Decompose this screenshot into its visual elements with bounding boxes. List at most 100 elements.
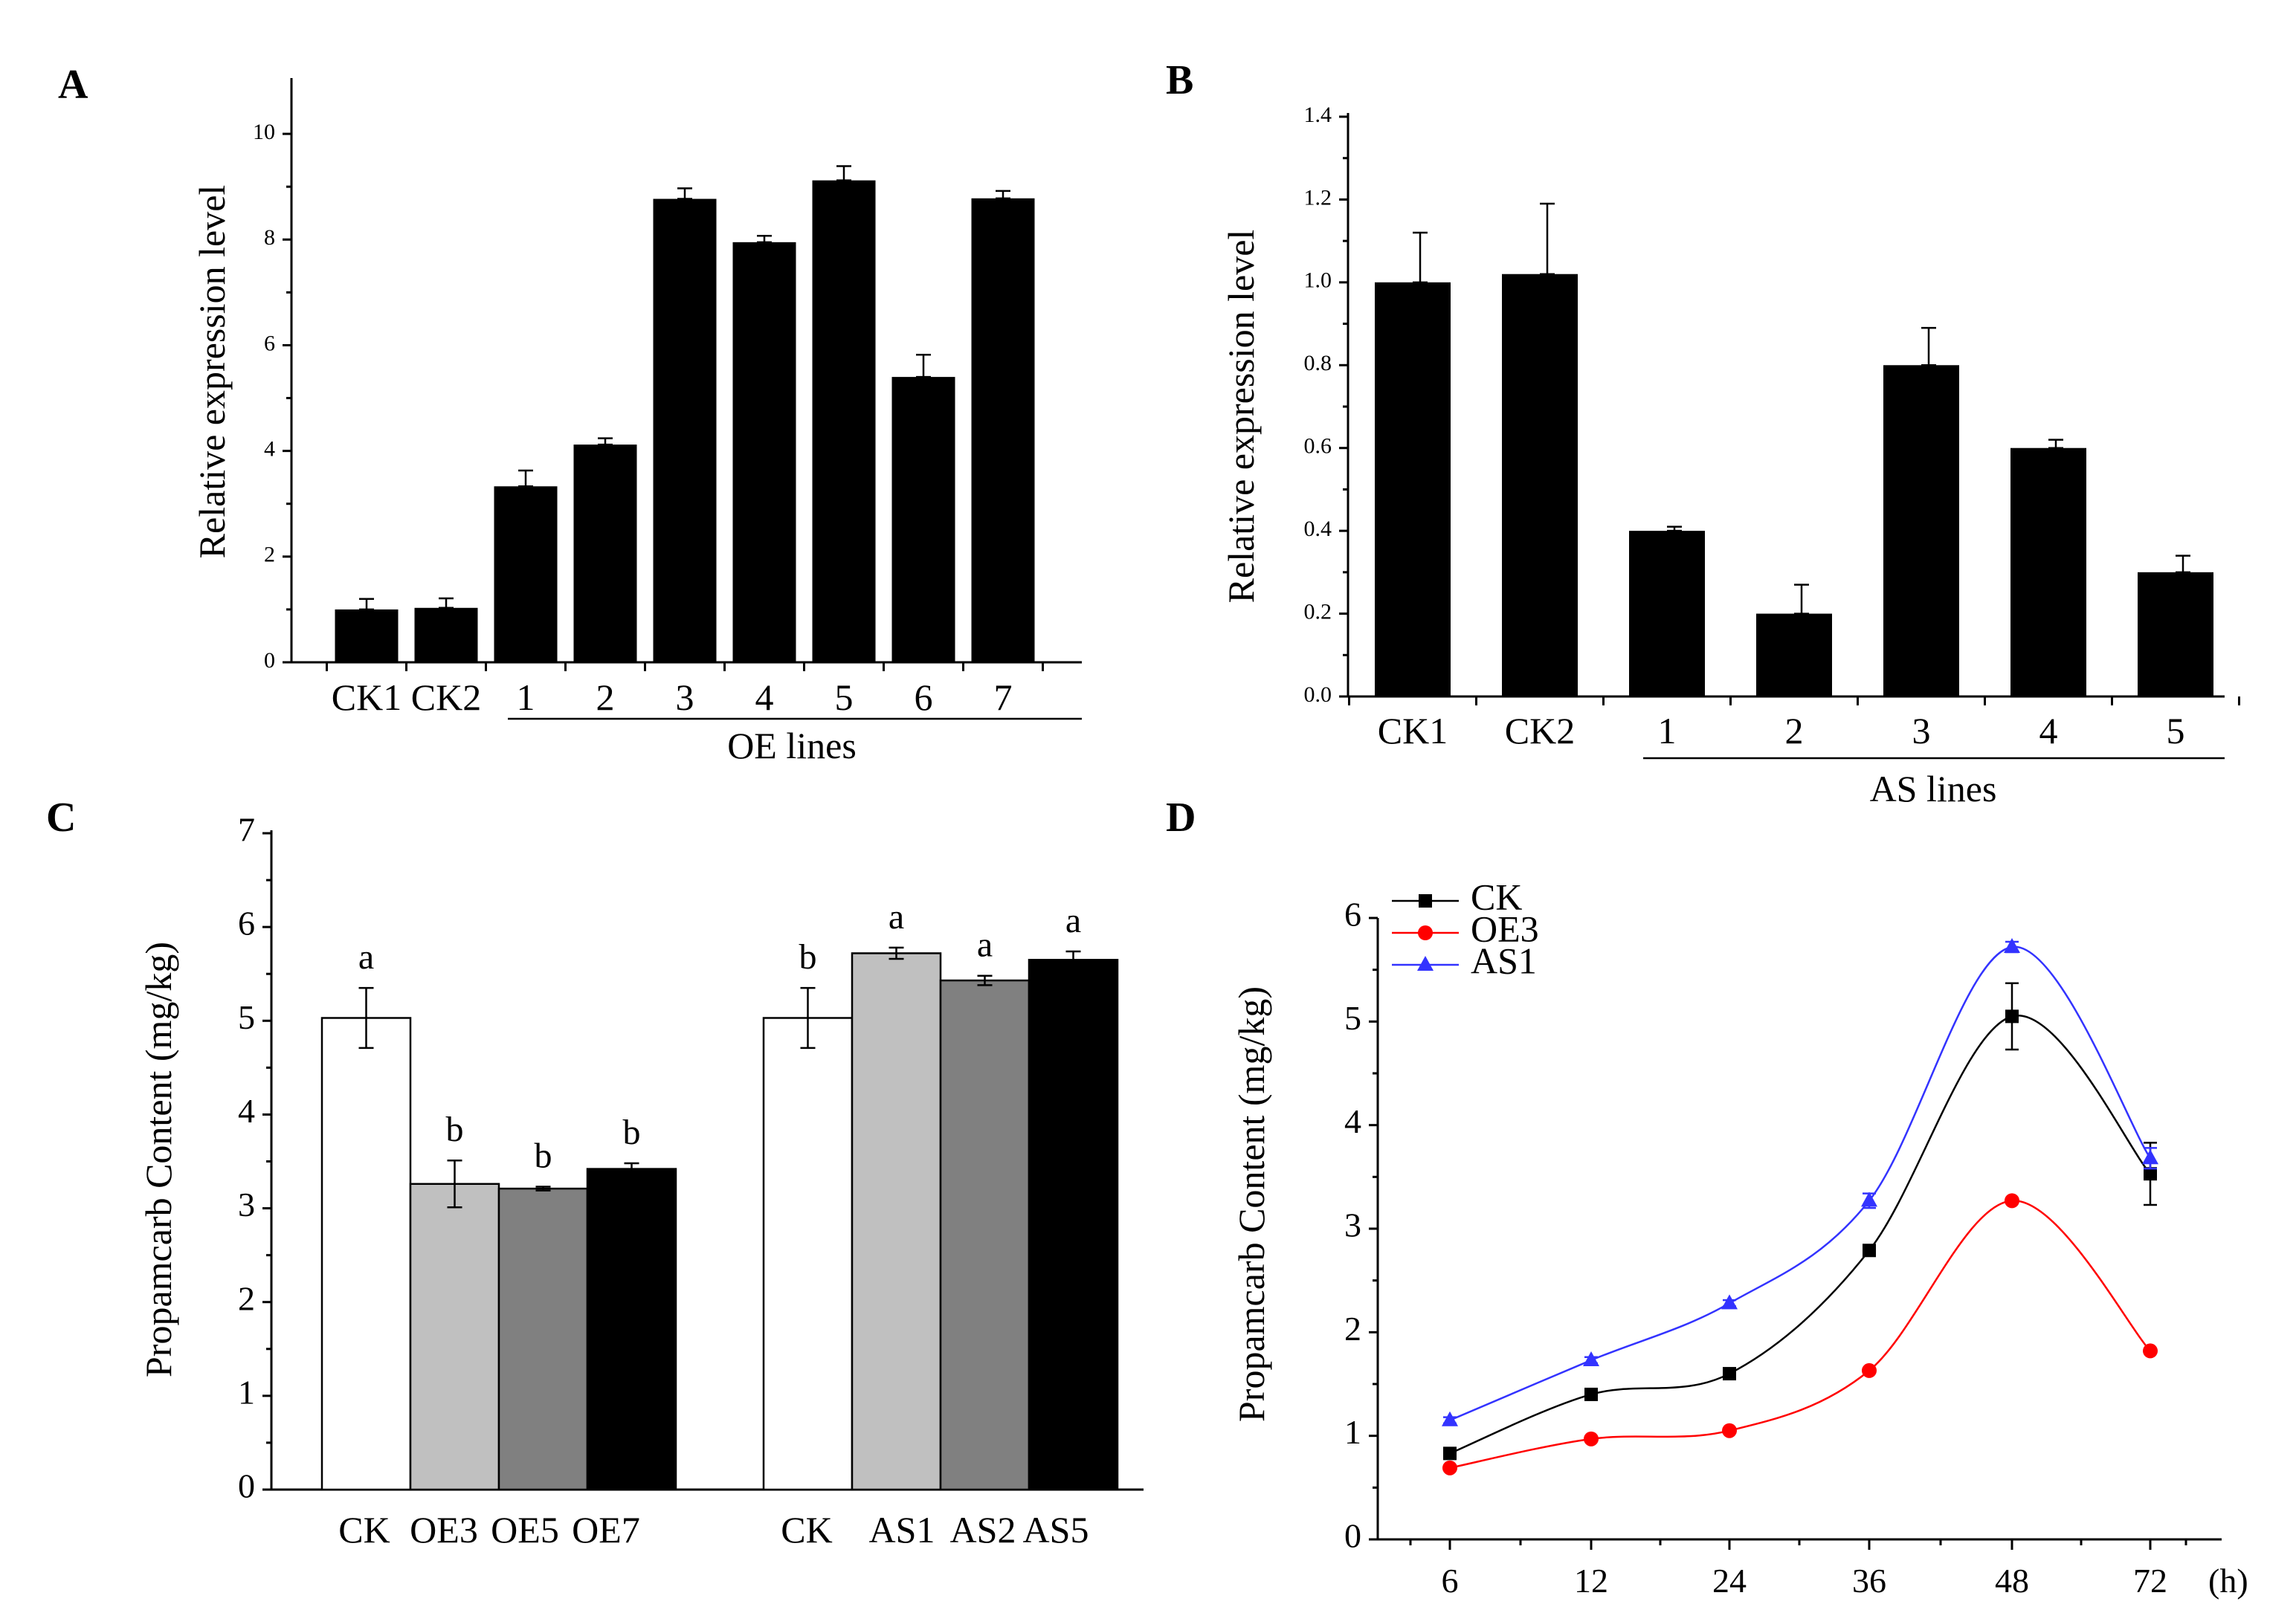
panel-d-series-ck-marker [1443,1446,1457,1461]
panel-a-x-tick-label: 6 [915,676,933,718]
panel-c-bar [409,1183,500,1491]
panel-d-series-as1-marker [1583,1351,1599,1366]
panel-letter-a: A [58,62,88,108]
panel-d-series-ck-legend-marker [1419,894,1432,908]
panel-a-bar [414,607,478,662]
panel-c-y-tick-label: 3 [238,1186,255,1223]
panel-c-x-tick-label: OE5 [491,1509,559,1551]
panel-b-x-tick-label: CK2 [1505,710,1575,751]
panel-a-bar [971,198,1035,663]
panel-a-y-axis-title: Relative expression level [191,185,233,559]
panel-a-bar [335,609,399,662]
panel-d-series-oe3-marker [1584,1431,1599,1446]
panel-c-bar [586,1168,677,1491]
panel-d-series-as1-legend-marker [1417,956,1434,971]
panel-d-x-tick-label: 6 [1442,1562,1459,1600]
panel-d-y-axis-title: Propamcarb Content (mg/kg) [1231,986,1272,1422]
panel-d-x-unit-label: (h) [2208,1562,2248,1600]
panel-c-chart: 0 1 2 3 4 5 6 7 a CK b OE3 b OE5 b OE7 b CK a AS1 a AS2 a AS5 Pr… [138,811,1144,1551]
panel-d-series-ck-marker [1584,1387,1598,1401]
panel-a-x-tick-label: 3 [676,676,694,718]
panel-d-y-tick-label: 6 [1344,896,1361,934]
panel-d-y-tick-label: 4 [1344,1102,1361,1140]
panel-c-y-tick-label: 2 [238,1279,255,1317]
panel-c-significance-letter: a [977,925,993,965]
panel-a-bar [891,377,955,662]
panel-a-y-tick-label: 8 [264,225,275,250]
panel-d-x-tick-label: 36 [1852,1562,1886,1600]
panel-d-y-tick-label: 3 [1344,1206,1361,1244]
panel-b-group-label: AS lines [1870,768,1997,809]
panel-c-y-tick-label: 0 [238,1467,255,1505]
panel-d-series-ck-marker [2005,1009,2019,1024]
panel-d-series-as1-marker [1442,1411,1458,1426]
panel-d-series-oe3-legend-label: OE3 [1471,908,1539,949]
panel-c-x-tick-label: CK [781,1509,832,1551]
panel-d-series-as1-marker [2004,938,2020,954]
panel-b-x-tick-label: 1 [1658,710,1677,751]
panel-b-y-axis-title: Relative expression level [1220,230,1262,604]
panel-d-x-tick-label: 48 [1995,1562,2029,1600]
panel-a-y-tick-label: 6 [264,331,275,355]
panel-c-y-tick-label: 4 [238,1092,255,1130]
panel-letter-d: D [1166,795,1196,841]
panel-b-x-tick-label: 5 [2167,710,2185,751]
panel-b-y-tick-label: 1.0 [1304,268,1332,293]
panel-d-series-ck-line [1449,1015,2151,1455]
panel-c-significance-letter: b [623,1113,641,1152]
panel-b-bar [1375,282,1451,696]
panel-c-bar [851,952,942,1491]
panel-c-y-tick-label: 5 [238,998,255,1036]
panel-a-x-tick-label: 5 [835,676,854,718]
panel-b-y-tick-label: 1.2 [1304,185,1332,210]
panel-d-series-ck-marker [2144,1167,2157,1181]
panel-a-y-tick-label: 10 [253,120,275,144]
panel-c-significance-letter: a [358,937,374,977]
panel-a-group-label: OE lines [727,725,857,766]
panel-b-bar [1756,613,1832,696]
panel-b-bar [1883,365,1959,696]
panel-c-x-tick-label: OE3 [410,1509,478,1551]
panel-d-y-tick-label: 0 [1344,1517,1361,1555]
panel-b-y-tick-label: 0.4 [1304,517,1332,541]
panel-a-bar [653,198,717,662]
panel-c-y-tick-label: 7 [238,811,255,849]
panel-d-y-tick-label: 2 [1344,1310,1361,1348]
panel-d-series-oe3-line [1449,1200,2151,1470]
panel-d-series-as1-marker [2142,1149,2158,1165]
panel-b-y-tick-label: 0.8 [1304,351,1332,375]
panel-b-bar [1502,274,1578,696]
panel-d-series-as1-marker [1861,1192,1877,1207]
panel-d-series-oe3-marker [1442,1460,1457,1475]
panel-a-x-tick-label: 2 [596,676,615,718]
panel-b-bar [2010,447,2086,696]
panel-d-series-oe3-marker [2143,1343,2158,1359]
panel-letter-b: B [1166,57,1193,103]
panel-b-chart: 0.0 0.2 0.4 0.6 0.8 1.0 1.2 1.4 CK1 CK2 1 2 3 4 5 AS li… [1220,103,2240,809]
panel-c-x-tick-label: OE7 [572,1509,640,1551]
panel-a-y-tick-label: 4 [264,437,275,462]
panel-d-series-oe3-marker [1722,1423,1737,1438]
panel-d-series-as1-legend-label: AS1 [1471,940,1537,981]
panel-b-x-tick-label: CK1 [1378,710,1448,751]
panel-d-y-tick-label: 5 [1344,999,1361,1037]
panel-a-x-tick-label: CK1 [332,676,402,718]
panel-a-bar [494,486,558,662]
panel-b-x-tick-label: 4 [2039,710,2058,751]
panel-b-x-tick-label: 2 [1785,710,1804,751]
panel-b-y-tick-label: 0.2 [1304,599,1332,624]
panel-d-series-oe3-marker [2005,1193,2019,1209]
panel-c-x-tick-label: CK [338,1509,390,1551]
panel-a-x-tick-label: 7 [994,676,1013,718]
panel-d-series-ck-legend-label: CK [1471,876,1522,917]
panel-a-chart: 0 2 4 6 8 10 CK1 CK2 1 2 3 4 5 6 7 OE lines Relative exp… [191,78,1082,766]
panel-b-y-tick-label: 1.4 [1304,103,1332,127]
panel-a-bar [573,444,637,662]
panel-b-bar [1629,531,1705,696]
panel-d-series-ck-marker [1723,1367,1736,1381]
panel-c-x-tick-label: AS5 [1023,1509,1089,1551]
panel-c-bar [320,1017,412,1491]
panel-c-x-tick-label: AS1 [869,1509,935,1551]
